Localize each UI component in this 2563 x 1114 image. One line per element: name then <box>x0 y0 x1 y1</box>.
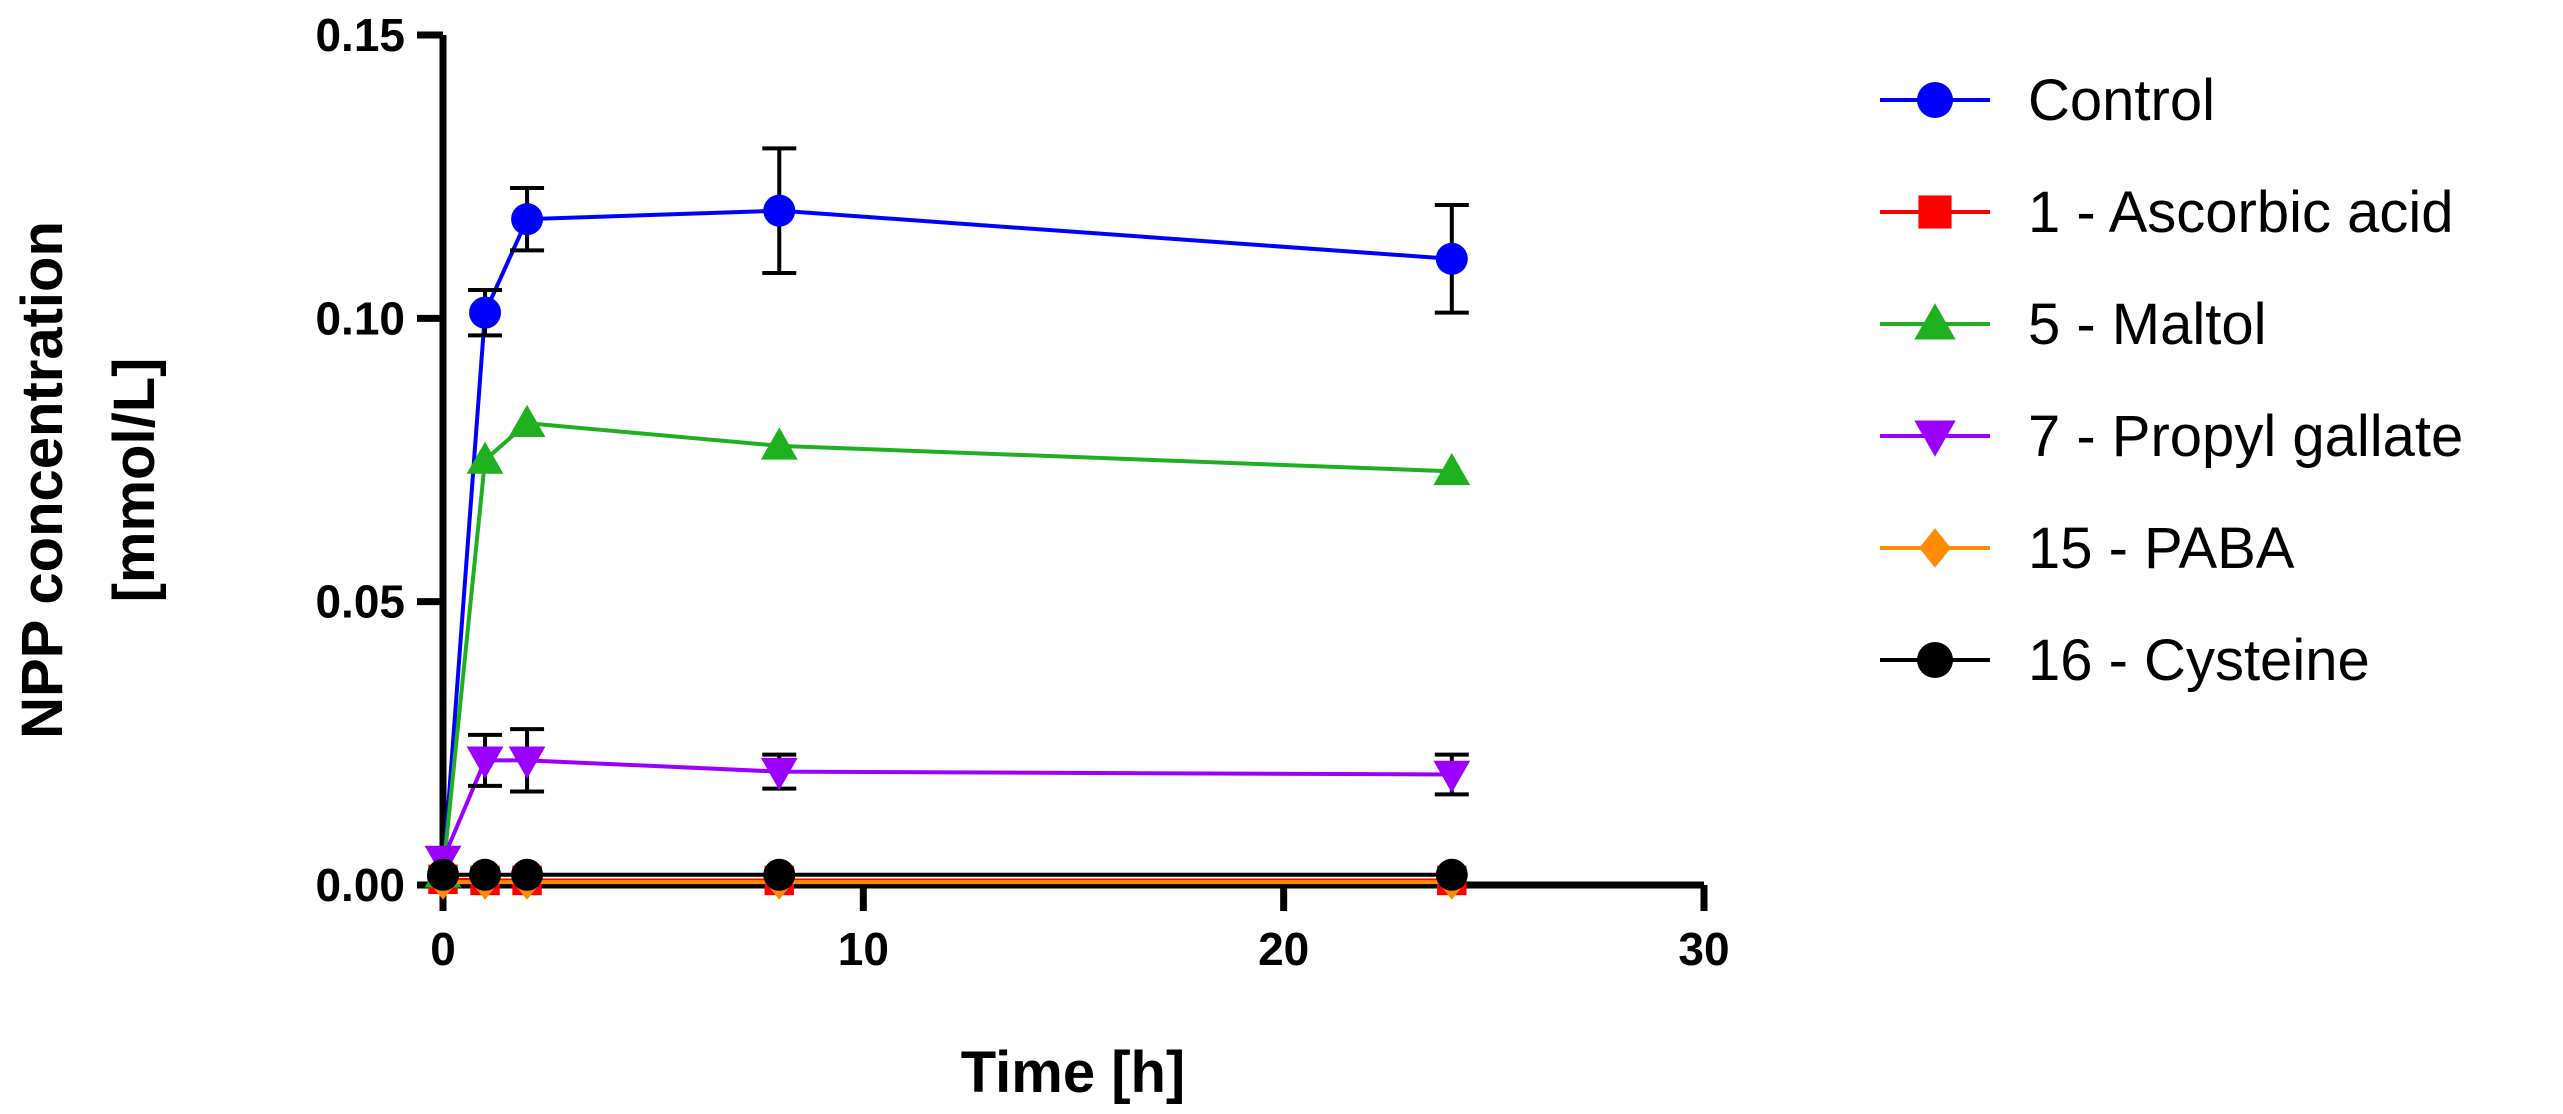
series-7-propyl-gallate <box>424 727 1471 878</box>
series-line <box>441 208 1452 877</box>
legend-item: Control <box>1880 68 2215 133</box>
legend-item: 15 - PABA <box>1880 516 2295 581</box>
data-point <box>760 427 798 460</box>
data-point <box>469 296 502 329</box>
data-point <box>511 858 544 891</box>
y-axis-title-line-1: NPP concentration <box>10 221 75 739</box>
x-tick-label: 0 <box>430 923 456 975</box>
legend-item: 5 - Maltol <box>1880 292 2267 357</box>
series-16-cysteine <box>427 858 1468 891</box>
data-point <box>469 858 502 891</box>
x-ticks: 0 10 20 30 <box>430 885 1730 975</box>
legend-item: 1 - Ascorbic acid <box>1880 180 2454 245</box>
data-point <box>760 757 798 791</box>
legend-marker <box>1914 420 1956 457</box>
y-ticks: 0.00 0.05 0.10 0.15 <box>315 9 443 911</box>
series-1-ascorbic-acid <box>428 864 1467 896</box>
data-point <box>1433 760 1471 793</box>
data-point <box>508 404 546 437</box>
data-point <box>763 194 796 227</box>
series-5-maltol <box>424 404 1471 888</box>
series-line <box>441 758 1452 861</box>
y-axis-title: NPP concentration [mmol/L] <box>10 221 167 739</box>
y-tick-label: 0.10 <box>315 292 405 344</box>
series-layer <box>424 146 1471 900</box>
legend-label: 5 - Maltol <box>2028 292 2267 357</box>
legend-marker <box>1919 528 1951 568</box>
legend-label: 1 - Ascorbic acid <box>2028 180 2454 245</box>
legend-label: 7 - Propyl gallate <box>2028 404 2463 469</box>
x-tick-label: 30 <box>1678 923 1729 975</box>
series-line <box>441 421 1452 874</box>
data-point <box>1435 242 1468 275</box>
x-tick-label: 20 <box>1258 923 1309 975</box>
data-point <box>466 441 504 474</box>
data-point <box>511 203 544 236</box>
data-point <box>763 858 796 891</box>
data-point <box>1433 452 1471 486</box>
x-axis-title: Time [h] <box>961 1040 1186 1105</box>
data-point <box>508 746 546 779</box>
legend-marker <box>1917 82 1953 118</box>
legend: Control 1 - Ascorbic acid 5 - Maltol 7 - Pr… <box>1880 68 2463 693</box>
data-point <box>466 746 504 779</box>
legend-label: 16 - Cysteine <box>2028 628 2370 693</box>
x-tick-label: 10 <box>838 923 889 975</box>
y-tick-label: 0.15 <box>315 9 405 61</box>
plot-axes: 0.00 0.05 0.10 0.15 0 10 20 30 <box>315 9 1729 975</box>
data-point <box>427 858 459 891</box>
legend-item: 16 - Cysteine <box>1880 628 2370 693</box>
series-15-paba <box>428 864 1466 900</box>
data-point <box>1435 858 1468 891</box>
legend-item: 7 - Propyl gallate <box>1880 404 2463 469</box>
legend-label: 15 - PABA <box>2028 516 2295 581</box>
legend-marker <box>1914 303 1956 340</box>
series-control <box>427 146 1469 893</box>
y-axis-title-line-2: [mmol/L] <box>102 358 167 603</box>
y-tick-label: 0.00 <box>315 859 405 911</box>
y-tick-label: 0.05 <box>315 576 405 628</box>
legend-marker <box>1917 642 1953 678</box>
legend-label: Control <box>2028 68 2215 133</box>
legend-marker <box>1918 195 1952 229</box>
